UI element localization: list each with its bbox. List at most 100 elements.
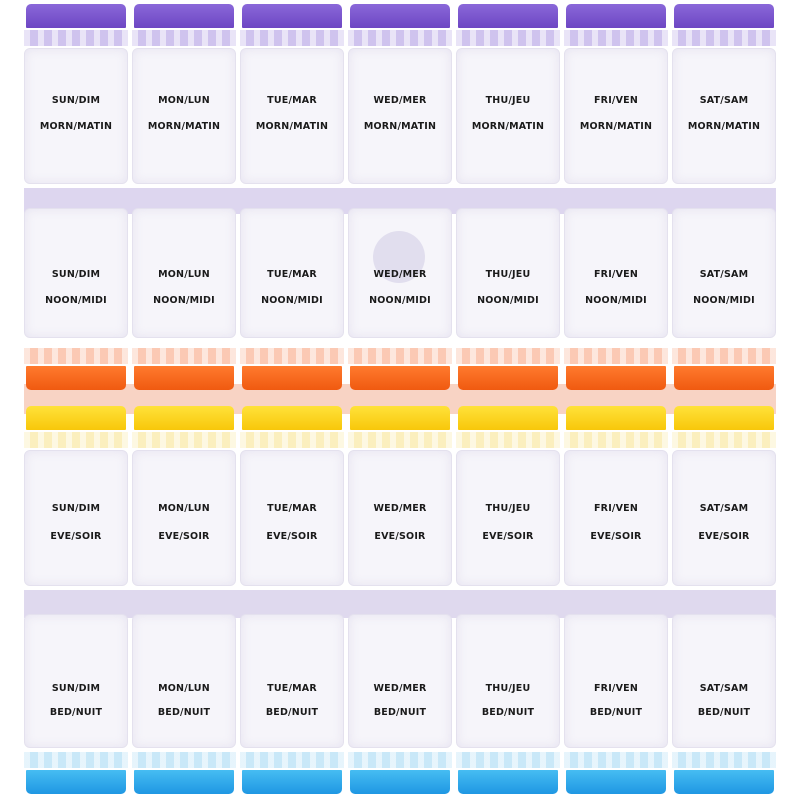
lid[interactable]: FRI/VEN MORN/MATIN bbox=[564, 48, 668, 184]
lid-tab[interactable] bbox=[674, 406, 774, 430]
lid-tab[interactable] bbox=[674, 366, 774, 390]
lid-tab[interactable] bbox=[242, 770, 342, 794]
time-label: MORN/MATIN bbox=[255, 121, 329, 132]
lid[interactable]: WED/MER NOON/MIDI bbox=[348, 208, 452, 338]
lid-tab[interactable] bbox=[26, 406, 126, 430]
compartment-wed-morning[interactable]: WED/MER MORN/MATIN bbox=[348, 4, 452, 194]
compartment-mon-morning[interactable]: MON/LUN MORN/MATIN bbox=[132, 4, 236, 194]
lid-tab[interactable] bbox=[134, 4, 234, 28]
lid[interactable]: FRI/VEN EVE/SOIR bbox=[564, 450, 668, 586]
lid-tab[interactable] bbox=[242, 406, 342, 430]
lid-tab[interactable] bbox=[458, 406, 558, 430]
lid-tab[interactable] bbox=[566, 4, 666, 28]
compartment-tue-morning[interactable]: TUE/MAR MORN/MATIN bbox=[240, 4, 344, 194]
compartment-sun-noon[interactable]: SUN/DIM NOON/MIDI bbox=[24, 200, 128, 390]
lid-tab[interactable] bbox=[674, 770, 774, 794]
time-label: BED/NUIT bbox=[157, 707, 211, 718]
lid[interactable]: THU/JEU EVE/SOIR bbox=[456, 450, 560, 586]
day-label: THU/JEU bbox=[485, 503, 531, 514]
compartment-sat-morning[interactable]: SAT/SAM MORN/MATIN bbox=[672, 4, 776, 194]
compartment-mon-noon[interactable]: MON/LUN NOON/MIDI bbox=[132, 200, 236, 390]
lid-tab[interactable] bbox=[566, 770, 666, 794]
lid-tab[interactable] bbox=[566, 406, 666, 430]
lid[interactable]: MON/LUN MORN/MATIN bbox=[132, 48, 236, 184]
compartment-thu-evening[interactable]: THU/JEU EVE/SOIR bbox=[456, 406, 560, 596]
time-label: NOON/MIDI bbox=[477, 295, 539, 306]
compartment-wed-noon[interactable]: WED/MER NOON/MIDI bbox=[348, 200, 452, 390]
time-label: NOON/MIDI bbox=[585, 295, 647, 306]
hinge bbox=[240, 30, 344, 46]
lid-tab[interactable] bbox=[26, 4, 126, 28]
lid[interactable]: WED/MER MORN/MATIN bbox=[348, 48, 452, 184]
lid-tab[interactable] bbox=[350, 406, 450, 430]
compartment-tue-noon[interactable]: TUE/MAR NOON/MIDI bbox=[240, 200, 344, 390]
lid-tab[interactable] bbox=[350, 770, 450, 794]
lid-tab[interactable] bbox=[26, 366, 126, 390]
lid[interactable]: SAT/SAM BED/NUIT bbox=[672, 614, 776, 748]
compartment-wed-evening[interactable]: WED/MER EVE/SOIR bbox=[348, 406, 452, 596]
lid-tab[interactable] bbox=[350, 4, 450, 28]
lid[interactable]: THU/JEU MORN/MATIN bbox=[456, 48, 560, 184]
lid[interactable]: SUN/DIM NOON/MIDI bbox=[24, 208, 128, 338]
lid-tab[interactable] bbox=[674, 4, 774, 28]
compartment-fri-evening[interactable]: FRI/VEN EVE/SOIR bbox=[564, 406, 668, 596]
lid[interactable]: THU/JEU BED/NUIT bbox=[456, 614, 560, 748]
lid[interactable]: MON/LUN BED/NUIT bbox=[132, 614, 236, 748]
lid[interactable]: FRI/VEN NOON/MIDI bbox=[564, 208, 668, 338]
compartment-sun-morning[interactable]: SUN/DIM MORN/MATIN bbox=[24, 4, 128, 194]
lid[interactable]: SUN/DIM EVE/SOIR bbox=[24, 450, 128, 586]
lid[interactable]: MON/LUN NOON/MIDI bbox=[132, 208, 236, 338]
time-label: MORN/MATIN bbox=[363, 121, 437, 132]
lid-tab[interactable] bbox=[458, 366, 558, 390]
time-label: EVE/SOIR bbox=[590, 531, 642, 542]
compartment-mon-bedtime[interactable]: MON/LUN BED/NUIT bbox=[132, 604, 236, 794]
compartment-mon-evening[interactable]: MON/LUN EVE/SOIR bbox=[132, 406, 236, 596]
compartment-sat-noon[interactable]: SAT/SAM NOON/MIDI bbox=[672, 200, 776, 390]
lid[interactable]: TUE/MAR BED/NUIT bbox=[240, 614, 344, 748]
lid-tab[interactable] bbox=[134, 406, 234, 430]
lid[interactable]: MON/LUN EVE/SOIR bbox=[132, 450, 236, 586]
lid-tab[interactable] bbox=[566, 366, 666, 390]
hinge bbox=[456, 752, 560, 768]
lid[interactable]: WED/MER BED/NUIT bbox=[348, 614, 452, 748]
lid-tab[interactable] bbox=[242, 4, 342, 28]
lid[interactable]: SUN/DIM MORN/MATIN bbox=[24, 48, 128, 184]
lid-tab[interactable] bbox=[26, 770, 126, 794]
lid[interactable]: WED/MER EVE/SOIR bbox=[348, 450, 452, 586]
lid-tab[interactable] bbox=[134, 770, 234, 794]
lid[interactable]: SUN/DIM BED/NUIT bbox=[24, 614, 128, 748]
compartment-thu-morning[interactable]: THU/JEU MORN/MATIN bbox=[456, 4, 560, 194]
lid-tab[interactable] bbox=[350, 366, 450, 390]
day-label: SUN/DIM bbox=[51, 683, 101, 694]
lid[interactable]: THU/JEU NOON/MIDI bbox=[456, 208, 560, 338]
compartment-fri-bedtime[interactable]: FRI/VEN BED/NUIT bbox=[564, 604, 668, 794]
compartment-sat-evening[interactable]: SAT/SAM EVE/SOIR bbox=[672, 406, 776, 596]
compartment-tue-bedtime[interactable]: TUE/MAR BED/NUIT bbox=[240, 604, 344, 794]
compartment-thu-noon[interactable]: THU/JEU NOON/MIDI bbox=[456, 200, 560, 390]
lid-tab[interactable] bbox=[242, 366, 342, 390]
compartment-sun-evening[interactable]: SUN/DIM EVE/SOIR bbox=[24, 406, 128, 596]
lid[interactable]: TUE/MAR MORN/MATIN bbox=[240, 48, 344, 184]
lid[interactable]: SAT/SAM NOON/MIDI bbox=[672, 208, 776, 338]
lid[interactable]: SAT/SAM EVE/SOIR bbox=[672, 450, 776, 586]
compartment-wed-bedtime[interactable]: WED/MER BED/NUIT bbox=[348, 604, 452, 794]
lid[interactable]: TUE/MAR EVE/SOIR bbox=[240, 450, 344, 586]
lid-tab[interactable] bbox=[134, 366, 234, 390]
compartment-fri-morning[interactable]: FRI/VEN MORN/MATIN bbox=[564, 4, 668, 194]
lid[interactable]: TUE/MAR NOON/MIDI bbox=[240, 208, 344, 338]
compartment-fri-noon[interactable]: FRI/VEN NOON/MIDI bbox=[564, 200, 668, 390]
time-label: EVE/SOIR bbox=[50, 531, 102, 542]
lid-tab[interactable] bbox=[458, 770, 558, 794]
lid[interactable]: FRI/VEN BED/NUIT bbox=[564, 614, 668, 748]
hinge bbox=[240, 432, 344, 448]
compartment-thu-bedtime[interactable]: THU/JEU BED/NUIT bbox=[456, 604, 560, 794]
hinge bbox=[348, 348, 452, 364]
compartment-sun-bedtime[interactable]: SUN/DIM BED/NUIT bbox=[24, 604, 128, 794]
lid-tab[interactable] bbox=[458, 4, 558, 28]
day-label: WED/MER bbox=[373, 683, 427, 694]
day-label: SUN/DIM bbox=[51, 269, 101, 280]
time-label: NOON/MIDI bbox=[261, 295, 323, 306]
lid[interactable]: SAT/SAM MORN/MATIN bbox=[672, 48, 776, 184]
compartment-tue-evening[interactable]: TUE/MAR EVE/SOIR bbox=[240, 406, 344, 596]
compartment-sat-bedtime[interactable]: SAT/SAM BED/NUIT bbox=[672, 604, 776, 794]
